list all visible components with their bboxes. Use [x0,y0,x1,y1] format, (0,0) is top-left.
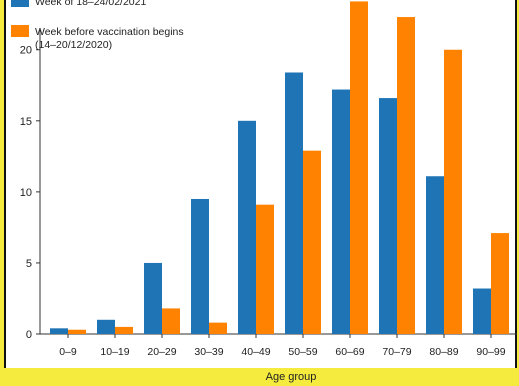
bar-series2-90–99 [491,233,509,334]
bar-series1-60–69 [332,89,350,334]
y-tick-label: 5 [26,258,32,270]
legend-label-1: Week of 18–24/02/2021 [35,0,146,8]
bar-series1-80–89 [426,176,444,334]
legend-label-2: (14–20/12/2020) [35,39,112,51]
legend-swatch-2 [11,25,29,37]
x-tick-label: 10–19 [100,346,129,358]
bar-series1-10–19 [97,319,115,334]
bar-series1-50–59 [285,72,303,334]
bar-series2-10–19 [115,326,133,334]
bar-series2-30–39 [209,322,227,334]
x-tick-label: 90–99 [476,346,505,358]
legend-label-2: Week before vaccination begins [35,26,184,38]
bar-series1-20–29 [144,262,162,334]
bar-series1-70–79 [379,98,397,334]
bars [50,1,509,335]
highlight-band [0,368,519,386]
bar-series1-40–49 [238,120,256,335]
legend-swatch-1 [11,0,29,7]
x-axis-title: Age group [266,371,317,383]
y-tick-label: 10 [20,187,32,199]
legend: Week of 18–24/02/2021 Week before vaccina… [11,0,184,51]
x-tick-label: 60–69 [335,346,364,358]
y-tick-label: 15 [20,116,32,128]
x-tick-label: 50–59 [288,346,317,358]
bar-series2-40–49 [256,204,274,334]
bar-series2-20–29 [162,308,180,334]
x-tick-label: 70–79 [382,346,411,358]
x-tick-label: 30–39 [194,346,223,358]
x-tick-label: 80–89 [429,346,458,358]
bar-series2-70–79 [397,17,415,334]
bar-series1-30–39 [191,198,209,334]
bar-series2-80–89 [444,49,462,334]
x-tick-label: 20–29 [147,346,176,358]
y-tick-label: 20 [20,45,32,57]
bar-series1-0–9 [50,328,68,334]
bar-series2-0–9 [68,329,86,334]
bar-series2-50–59 [303,150,321,334]
x-tick-label: 40–49 [241,346,270,358]
bar-series1-90–99 [473,288,491,334]
axes: 0 5 10 15 20 0–9 10–19 20–29 30–39 40–49 50–59 60–6… [20,30,517,358]
bar-series2-60–69 [350,1,368,335]
x-tick-label: 0–9 [59,346,77,358]
y-tick-label: 0 [26,329,32,341]
